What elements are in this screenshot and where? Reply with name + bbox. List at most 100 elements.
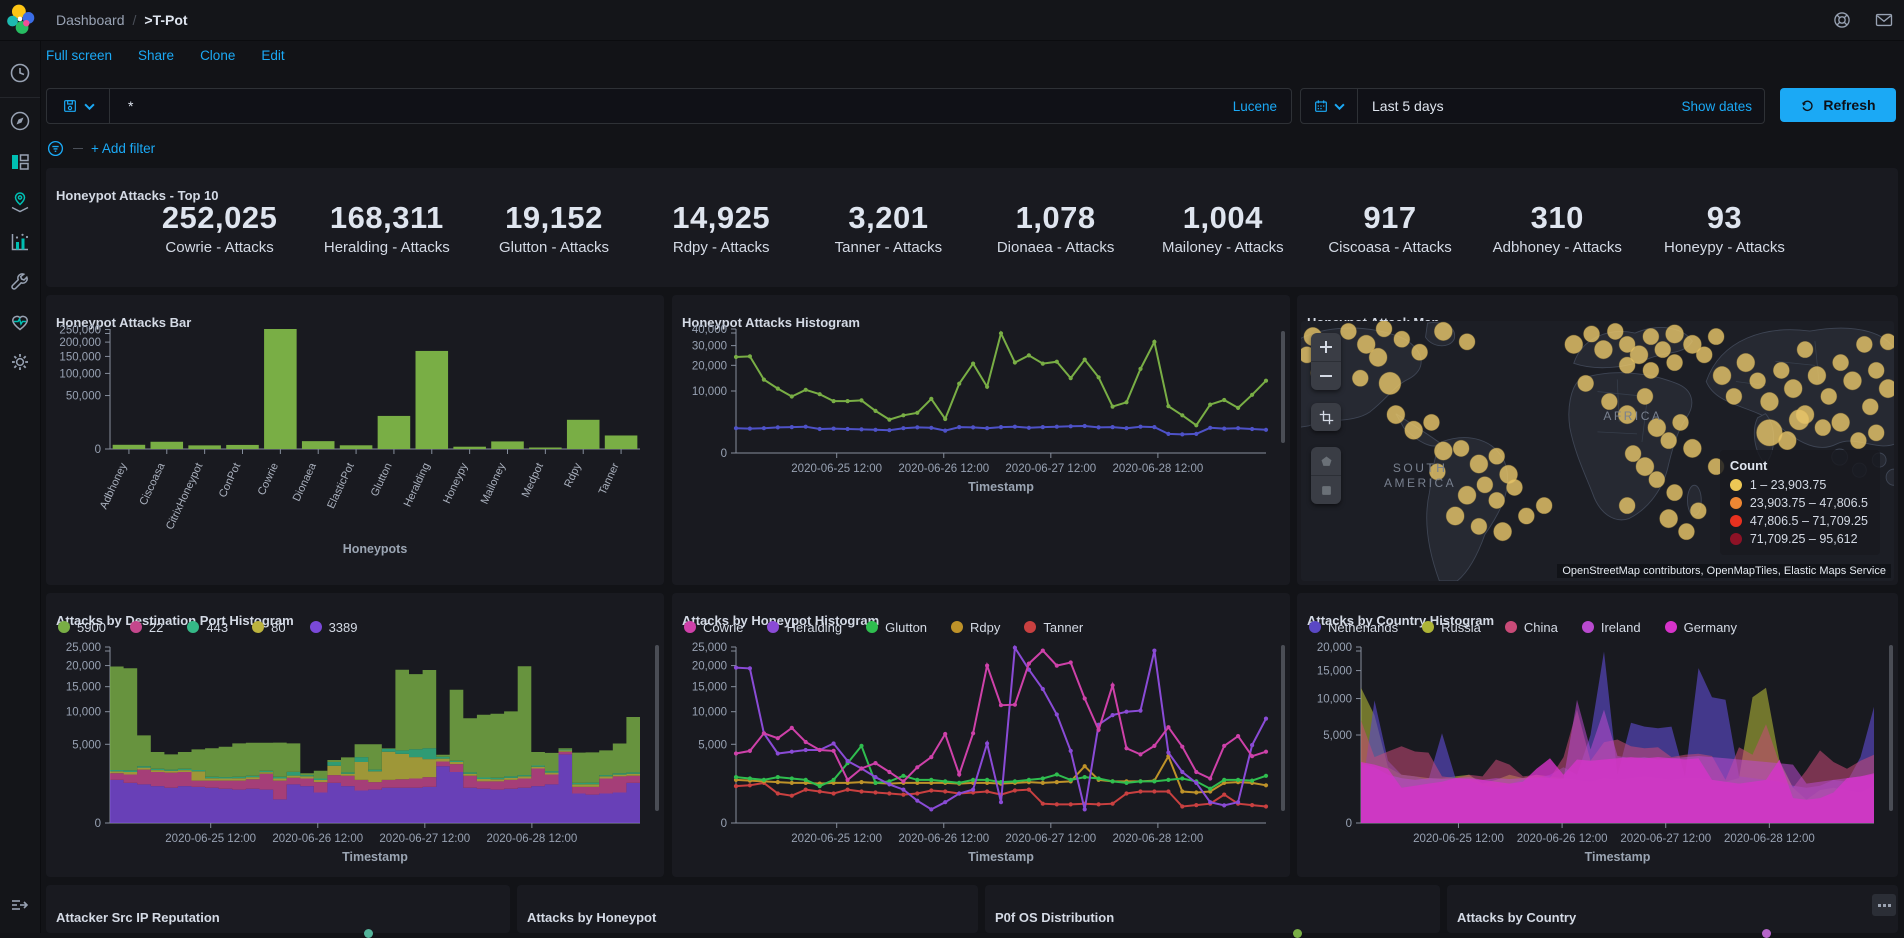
data-point[interactable] [789, 394, 794, 399]
draw-polygon-button[interactable] [1311, 447, 1341, 475]
map-marker[interactable] [1583, 325, 1600, 343]
data-point[interactable] [1138, 366, 1143, 371]
data-point[interactable] [1068, 777, 1073, 782]
bar[interactable] [453, 446, 486, 449]
map-marker[interactable] [1665, 324, 1684, 344]
bar[interactable] [150, 441, 184, 449]
data-point[interactable] [1124, 746, 1129, 751]
recently-viewed-icon[interactable] [8, 61, 32, 85]
map-marker[interactable] [1831, 412, 1851, 432]
data-point[interactable] [1222, 743, 1227, 748]
legend-item[interactable]: 443 [187, 620, 228, 635]
data-point[interactable] [1068, 376, 1073, 381]
map-marker[interactable] [1433, 441, 1453, 461]
data-point[interactable] [1026, 787, 1031, 792]
data-point[interactable] [1124, 780, 1129, 785]
data-point[interactable] [1082, 775, 1087, 780]
legend-item[interactable]: Cowrie [684, 620, 743, 635]
data-point[interactable] [1180, 776, 1185, 781]
data-point[interactable] [1180, 744, 1185, 749]
map-marker[interactable] [1457, 485, 1477, 505]
data-point[interactable] [845, 426, 850, 432]
data-point[interactable] [789, 725, 794, 730]
data-point[interactable] [1082, 807, 1087, 812]
legend-item[interactable]: 22 [129, 620, 163, 635]
data-point[interactable] [831, 741, 836, 746]
clone-button[interactable]: Clone [200, 48, 236, 63]
date-quick-menu-button[interactable] [1301, 89, 1358, 123]
map-marker[interactable] [1618, 356, 1636, 374]
data-point[interactable] [985, 426, 990, 431]
data-point[interactable] [943, 428, 948, 433]
full-screen-button[interactable]: Full screen [46, 48, 113, 63]
monitoring-icon[interactable] [8, 310, 32, 334]
data-point[interactable] [859, 766, 864, 771]
data-point[interactable] [733, 751, 739, 756]
map-marker[interactable] [1340, 322, 1357, 340]
bar[interactable] [491, 441, 524, 449]
legend-item[interactable]: 3389 [309, 620, 357, 635]
data-point[interactable] [1138, 752, 1143, 757]
bar[interactable] [264, 329, 297, 449]
data-point[interactable] [901, 792, 906, 797]
map-marker[interactable] [1642, 328, 1660, 346]
map-marker[interactable] [1682, 334, 1702, 354]
data-point[interactable] [733, 784, 739, 789]
data-point[interactable] [1054, 780, 1059, 785]
data-point[interactable] [1040, 648, 1045, 653]
bar-chart[interactable]: 0 50,000 100,000 150,000 200,000 250,000 Adbho… [52, 321, 658, 559]
data-point[interactable] [747, 426, 752, 431]
data-point[interactable] [1040, 425, 1045, 430]
breadcrumb-dashboard[interactable]: Dashboard [56, 12, 125, 28]
time-picker[interactable]: Last 5 days Show dates [1300, 88, 1765, 124]
data-point[interactable] [859, 427, 864, 432]
data-point[interactable] [1152, 743, 1157, 748]
bar[interactable] [604, 435, 638, 449]
stack-series-443[interactable] [110, 748, 640, 785]
data-point[interactable] [1040, 801, 1045, 806]
data-point[interactable] [985, 663, 990, 668]
map-marker[interactable] [1843, 371, 1862, 391]
data-point[interactable] [831, 791, 836, 796]
map-marker[interactable] [1814, 419, 1832, 437]
data-point[interactable] [1054, 663, 1059, 668]
data-point[interactable] [1054, 772, 1059, 777]
data-point[interactable] [761, 426, 766, 431]
map-marker[interactable] [1636, 387, 1654, 405]
data-point[interactable] [817, 789, 822, 794]
map-marker[interactable] [1428, 463, 1446, 481]
data-point[interactable] [1166, 789, 1171, 794]
data-point[interactable] [1222, 792, 1227, 797]
data-point[interactable] [929, 788, 934, 793]
data-point[interactable] [1166, 725, 1171, 730]
data-point[interactable] [845, 780, 850, 785]
data-point[interactable] [1166, 404, 1171, 409]
data-point[interactable] [929, 780, 934, 785]
data-point[interactable] [1110, 683, 1115, 688]
map-marker[interactable] [1820, 387, 1838, 405]
data-point[interactable] [1152, 339, 1157, 344]
data-point[interactable] [1110, 425, 1115, 430]
dashboard-icon[interactable] [8, 150, 32, 174]
map-marker[interactable] [1445, 506, 1465, 526]
data-point[interactable] [1208, 786, 1213, 791]
data-point[interactable] [1096, 375, 1101, 380]
data-point[interactable] [1166, 431, 1171, 436]
data-point[interactable] [915, 410, 920, 415]
map-marker[interactable] [1712, 366, 1732, 386]
data-point[interactable] [775, 425, 780, 430]
discover-icon[interactable] [8, 109, 32, 133]
refresh-button[interactable]: Refresh [1780, 88, 1896, 122]
data-point[interactable] [957, 780, 962, 785]
map-marker[interactable] [1648, 471, 1666, 489]
map-marker[interactable] [1404, 420, 1424, 440]
add-filter-button[interactable]: + Add filter [91, 140, 156, 156]
map-marker[interactable] [1832, 354, 1850, 372]
data-point[interactable] [831, 399, 836, 404]
data-point[interactable] [859, 789, 864, 794]
data-point[interactable] [1096, 776, 1101, 781]
map-marker[interactable] [1488, 447, 1506, 465]
data-point[interactable] [1110, 801, 1115, 806]
data-point[interactable] [1040, 776, 1045, 781]
data-point[interactable] [789, 749, 794, 754]
